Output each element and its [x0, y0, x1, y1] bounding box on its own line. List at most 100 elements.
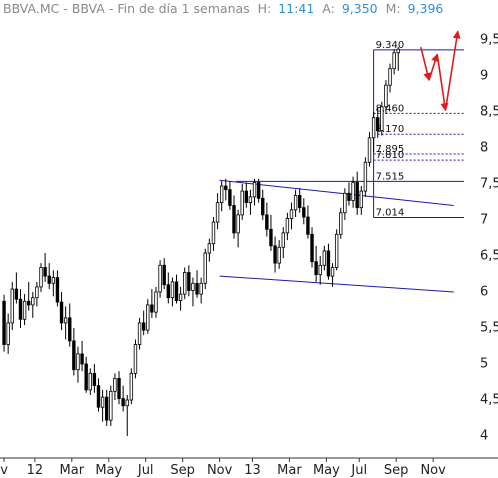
ask-label: A: — [322, 1, 335, 16]
candle-body — [88, 372, 92, 391]
candle-body — [273, 245, 277, 264]
candle-body — [80, 353, 84, 365]
chart-title: BBVA.MC - BBVA - Fin de día 1 semanas H:… — [3, 1, 443, 16]
candle-body — [380, 106, 384, 132]
level-label: 7.014 — [376, 207, 405, 218]
candle-body — [256, 182, 261, 199]
x-tick-label: Jul — [350, 463, 367, 478]
candle-body — [76, 353, 80, 371]
candle-body — [244, 190, 249, 204]
candle-body — [314, 261, 318, 276]
candle-body — [351, 182, 355, 201]
candle-body — [207, 243, 212, 254]
candle-body — [269, 228, 273, 247]
candle-body — [281, 232, 285, 248]
candle-body — [334, 233, 339, 268]
y-tick-label: 6 — [480, 285, 488, 300]
mid-value: 9,396 — [408, 1, 444, 16]
x-tick-label: Nov — [207, 463, 233, 478]
candle-body — [240, 190, 244, 216]
x-tick-label: Jul — [137, 463, 154, 478]
candle-body — [228, 189, 232, 206]
candle-body — [376, 117, 380, 132]
candle-body — [31, 297, 35, 306]
candle-body — [59, 301, 64, 324]
y-tick-label: 6,5 — [480, 248, 498, 263]
candle-body — [178, 293, 183, 301]
candle-body — [277, 246, 281, 264]
level-label: 8.460 — [376, 103, 405, 114]
x-tick-label: Sep — [384, 463, 409, 478]
candle-body — [68, 317, 72, 342]
candle-body — [55, 277, 60, 303]
instrument-label: BBVA.MC - BBVA - Fin de día 1 semanas — [3, 1, 250, 16]
candle-body — [310, 233, 314, 263]
y-tick-label: 7,5 — [480, 176, 498, 191]
mid-label: M: — [386, 1, 401, 16]
y-axis: 9,5 9 8,5 8 7,5 7 6,5 6 5,5 5 4,5 4 — [480, 32, 498, 443]
projection-arrow — [436, 54, 449, 112]
candle-body — [195, 282, 199, 295]
candle-body — [384, 84, 388, 108]
candle-body — [96, 385, 101, 408]
candle-body — [355, 182, 359, 209]
candle-body — [371, 117, 376, 139]
x-tick-label: Mar — [60, 463, 85, 478]
x-tick-label: v — [0, 463, 8, 478]
channel-lower-line — [219, 275, 454, 293]
x-tick-label: 12 — [27, 463, 44, 478]
candle-body — [392, 52, 396, 70]
y-tick-label: 4,5 — [480, 393, 498, 408]
x-axis: v 12 Mar May Jul Sep Nov 13 Mar May Jul Sep Nov — [0, 458, 446, 478]
candle-body — [92, 372, 97, 386]
candle-body — [326, 250, 331, 277]
projection-arrow — [428, 53, 439, 81]
candle-body — [113, 377, 117, 392]
candle-body — [72, 340, 76, 371]
candle-body — [347, 192, 351, 201]
candle-body — [162, 264, 166, 286]
candle-body — [232, 205, 236, 234]
x-tick-label: May — [313, 463, 340, 478]
candle-body — [35, 286, 39, 299]
candle-body — [141, 322, 146, 331]
candle-body — [170, 281, 175, 299]
price-projection — [420, 30, 461, 112]
candle-body — [285, 218, 290, 234]
high-label: H: — [258, 1, 272, 16]
candle-body — [26, 300, 31, 306]
y-tick-label: 9 — [480, 68, 488, 83]
level-label: 7.810 — [376, 150, 405, 161]
candle-body — [84, 363, 88, 391]
ask-value: 9,350 — [342, 1, 378, 16]
y-tick-label: 5 — [480, 357, 488, 372]
x-tick-label: Sep — [170, 463, 195, 478]
level-label: 7.895 — [376, 144, 405, 155]
high-value: 11:41 — [278, 1, 314, 16]
x-tick-label: May — [95, 463, 122, 478]
candle-body — [293, 195, 298, 211]
candle-body — [330, 267, 335, 277]
x-tick-label: Mar — [277, 463, 302, 478]
candle-body — [215, 202, 220, 223]
y-tick-label: 9,5 — [480, 32, 498, 47]
level-label: 9.340 — [376, 40, 405, 51]
y-tick-label: 8,5 — [480, 104, 498, 119]
candle-body — [318, 264, 322, 276]
candle-body — [322, 250, 327, 266]
candle-body — [396, 48, 400, 54]
candles — [2, 47, 400, 436]
candle-body — [14, 288, 19, 300]
candle-body — [248, 196, 253, 204]
candle-body — [63, 317, 68, 324]
candle-body — [224, 185, 228, 191]
x-tick-label: Nov — [420, 463, 446, 478]
candle-body — [39, 267, 43, 288]
level-label: 8.170 — [376, 124, 405, 135]
y-tick-label: 5,5 — [480, 321, 498, 336]
candle-body — [158, 264, 162, 293]
candle-body — [219, 185, 224, 204]
